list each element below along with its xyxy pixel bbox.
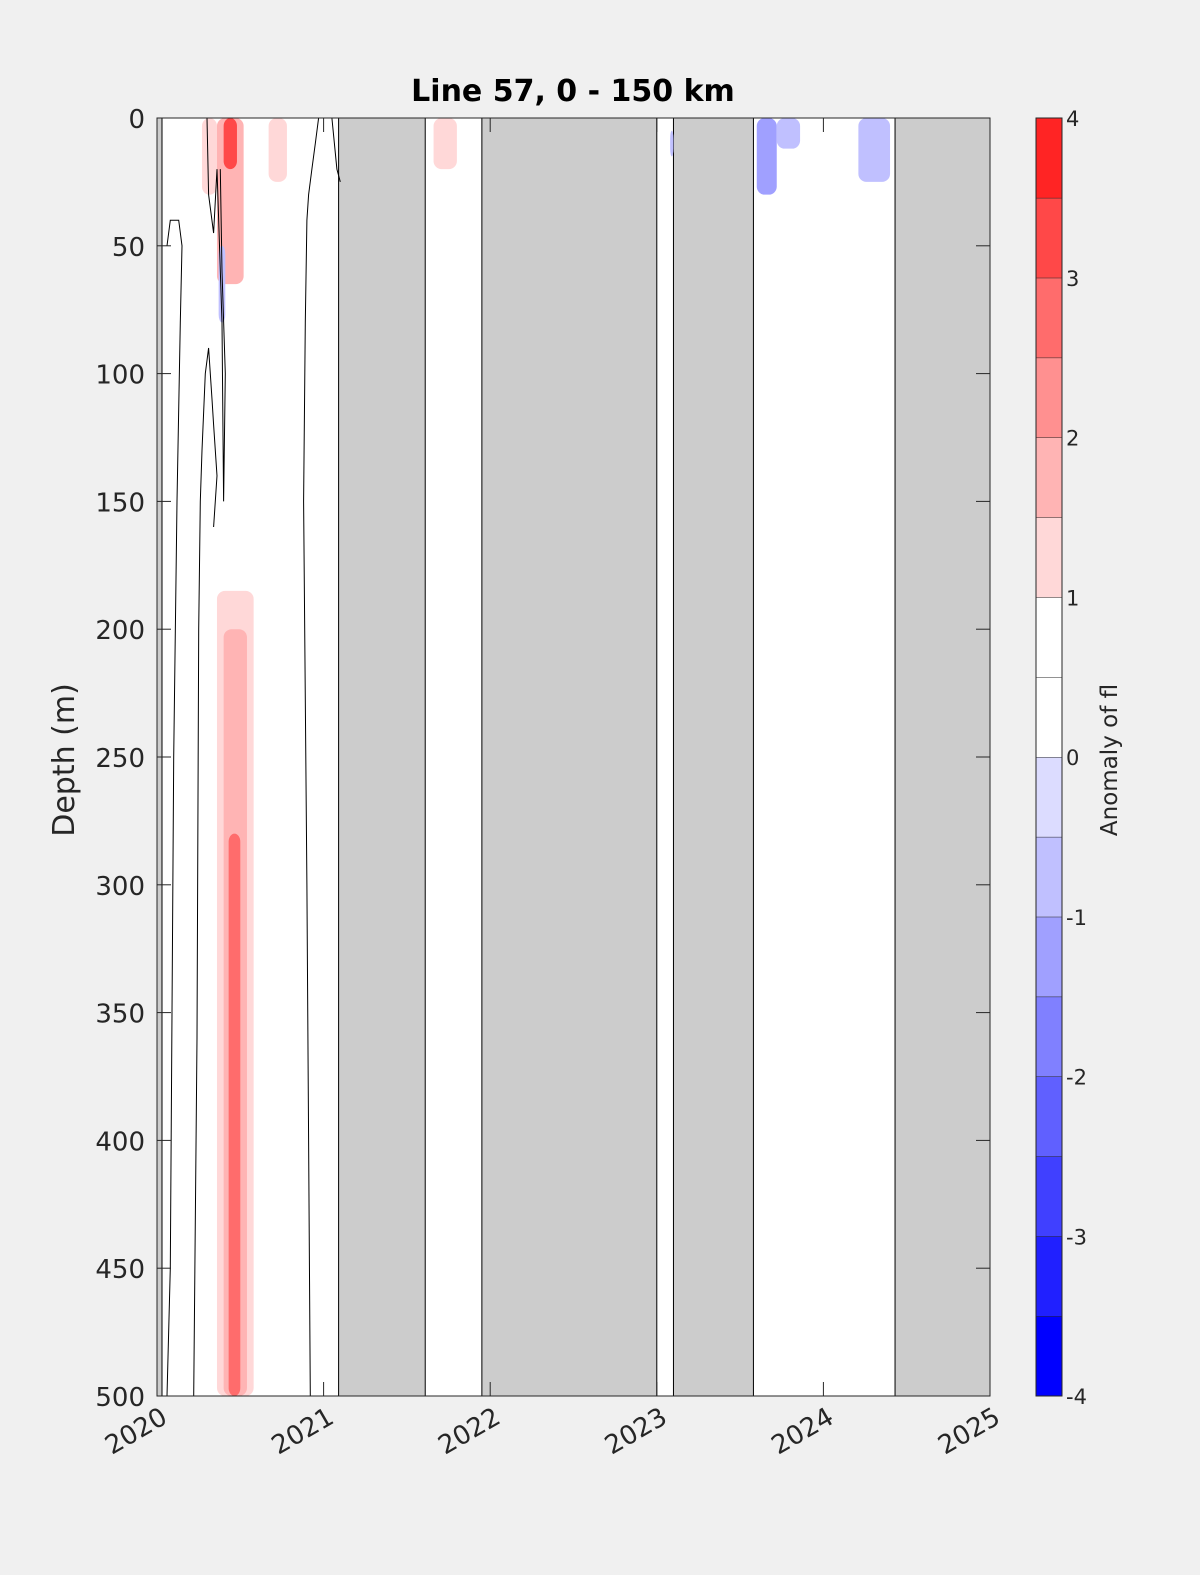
anomaly-region (268, 118, 287, 182)
colorbar-label: Anomaly of fl (1097, 684, 1123, 836)
colorbar-segment (1036, 277, 1062, 358)
no-data-period (895, 118, 990, 1396)
colorbar-segment (1036, 357, 1062, 438)
zero-contour (206, 117, 226, 502)
colorbar-segment (1036, 836, 1062, 917)
y-tick-label: 500 (95, 1383, 145, 1413)
colorbar-tick-label: -4 (1066, 1385, 1087, 1409)
colorbar-segment (1036, 1156, 1062, 1237)
anomaly-region (433, 118, 457, 170)
y-tick-label: 100 (95, 361, 145, 391)
anomaly-region (858, 118, 891, 182)
zero-contour (166, 219, 183, 1397)
colorbar-segment (1036, 757, 1062, 837)
y-axis: 0 50 100 150 200 250 300 350 400 450 500 (95, 105, 990, 1413)
colorbar: -4 -3 -2 -1 0 1 2 3 4 (1035, 107, 1087, 1409)
no-data-period (338, 118, 426, 1396)
colorbar-segment (1036, 1076, 1062, 1157)
y-tick-label: 0 (128, 105, 145, 135)
colorbar-segment (1036, 437, 1062, 518)
anomaly-region (201, 118, 217, 195)
anomaly-region (670, 130, 674, 157)
colorbar-tick-label: -2 (1066, 1066, 1087, 1090)
y-tick-label: 150 (95, 488, 145, 518)
chart-title: Line 57, 0 - 150 km (411, 74, 735, 109)
colorbar-tick-label: 0 (1066, 746, 1079, 770)
colorbar-frame (1035, 117, 1063, 1397)
zero-contour (303, 117, 320, 1397)
anomaly-region (756, 118, 777, 195)
colorbar-segment (1036, 677, 1062, 757)
colorbar-segment (1036, 197, 1062, 278)
x-tick-label: 2023 (600, 1402, 672, 1461)
colorbar-segment (1036, 1236, 1062, 1317)
y-tick-label: 50 (112, 233, 145, 263)
colorbar-segment (1036, 118, 1062, 198)
colorbar-tick-label: -3 (1066, 1225, 1087, 1249)
y-axis-label: Depth (m) (47, 683, 82, 837)
colorbar-tick-label: 2 (1066, 427, 1079, 451)
y-tick-label: 250 (95, 744, 145, 774)
colorbar-tick-label: 3 (1066, 267, 1079, 291)
no-data-period (481, 118, 657, 1396)
y-tick-label: 450 (95, 1255, 145, 1285)
colorbar-segment (1036, 517, 1062, 598)
colorbar-segment (1036, 996, 1062, 1077)
anomaly-region (223, 118, 237, 170)
colorbar-segment (1036, 916, 1062, 997)
anomaly-region (776, 118, 801, 149)
anomaly-region (228, 833, 241, 1396)
colorbar-segment (1036, 1316, 1062, 1396)
colorbar-segment (1036, 597, 1062, 678)
plot-area (156, 117, 991, 1397)
anomaly-region (223, 335, 244, 591)
x-tick-label: 2025 (933, 1402, 1005, 1461)
y-tick-label: 200 (95, 616, 145, 646)
colorbar-tick-label: -1 (1066, 906, 1087, 930)
anomaly-region (275, 616, 294, 1396)
zero-contour (331, 117, 341, 183)
x-tick-label: 2022 (433, 1402, 505, 1461)
x-tick-label: 2024 (767, 1402, 839, 1461)
colorbar-tick-label: 1 (1066, 586, 1079, 610)
y-tick-label: 400 (95, 1127, 145, 1157)
no-data-period (673, 118, 754, 1396)
x-tick-label: 2021 (267, 1402, 339, 1461)
y-tick-label: 350 (95, 1000, 145, 1030)
y-tick-label: 300 (95, 872, 145, 902)
colorbar-tick-label: 4 (1066, 107, 1079, 131)
zero-contour (193, 347, 218, 1397)
